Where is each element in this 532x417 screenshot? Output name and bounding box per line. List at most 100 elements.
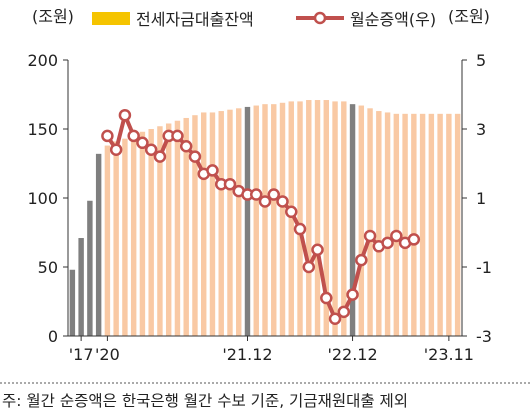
x-tick-label: '20 [95, 345, 120, 364]
line-point [390, 229, 403, 243]
right-tick-label: -3 [476, 327, 492, 346]
bar [253, 105, 259, 336]
legend-line-label: 월순증액(우) [350, 10, 436, 29]
bar [332, 101, 338, 337]
bar [209, 112, 216, 336]
bar [174, 120, 181, 336]
bar [349, 104, 356, 336]
bar [411, 113, 417, 336]
bar [341, 101, 347, 337]
bar [454, 113, 461, 336]
bar [69, 269, 76, 336]
bar [95, 153, 102, 336]
x-tick-label: '22.12 [327, 345, 377, 364]
bar [288, 101, 294, 337]
right-tick-label: 5 [476, 51, 486, 70]
right-axis-unit: (조원) [448, 7, 490, 26]
left-tick-label: 0 [48, 327, 58, 346]
bar [323, 100, 329, 337]
footnote: 주: 월간 순증액은 한국은행 월간 수보 기준, 기금재원대출 제외 [2, 392, 408, 410]
line-point [118, 108, 132, 122]
right-tick-label: 1 [476, 189, 486, 208]
line-point [267, 188, 281, 201]
labels-layer: 0 50 100 150 200 -3 -1 1 3 5 '17'20 '21.12 '22.12 '23… [27, 51, 492, 364]
bar [306, 100, 312, 337]
right-tick-label: -1 [476, 258, 492, 277]
line-point [188, 150, 202, 163]
bar [122, 138, 128, 336]
bar [384, 112, 391, 336]
line-point [249, 188, 263, 201]
axes-layer [63, 59, 467, 341]
line-point [355, 253, 368, 267]
left-axis-unit: (조원) [32, 7, 74, 26]
line-point [153, 150, 167, 163]
bar [297, 101, 303, 337]
line-point [302, 260, 316, 274]
bar [130, 134, 137, 336]
bar [393, 113, 400, 336]
bar [148, 129, 154, 336]
line-point [109, 143, 123, 156]
bar [183, 117, 189, 337]
line-point [144, 143, 158, 156]
line-point [407, 233, 421, 246]
bar [157, 126, 163, 337]
bar [139, 131, 146, 336]
line-point [223, 177, 237, 191]
left-tick-label: 200 [27, 51, 58, 70]
bar [314, 100, 321, 337]
bar [244, 106, 251, 336]
bar [279, 102, 286, 336]
legend-bar-swatch [92, 12, 130, 25]
line-point [381, 236, 394, 250]
line-point [276, 195, 289, 208]
line-point [179, 140, 193, 153]
line-point [328, 312, 342, 325]
line-point [337, 305, 351, 319]
bar [227, 109, 233, 337]
bar [271, 104, 277, 336]
line-point [206, 164, 219, 177]
line-point [127, 129, 140, 143]
bar [218, 111, 224, 336]
bar [262, 104, 268, 336]
line-point [285, 205, 298, 219]
bar [87, 200, 93, 336]
line-point [293, 222, 307, 236]
bar [201, 112, 207, 336]
bar [104, 145, 111, 336]
line-layer [101, 108, 421, 325]
left-tick-label: 100 [27, 189, 58, 208]
legend-line-marker [313, 11, 327, 25]
line-point [101, 129, 114, 143]
line-point [363, 229, 377, 243]
bars-layer [69, 100, 461, 337]
bar [165, 123, 172, 336]
bar [419, 113, 426, 336]
bar [376, 111, 382, 336]
bar [78, 238, 84, 336]
line-point [320, 291, 333, 305]
left-tick-label: 150 [27, 120, 58, 139]
bar [192, 115, 198, 336]
bar [358, 105, 365, 336]
line-point [258, 195, 272, 208]
bar [428, 113, 435, 336]
line-point [136, 136, 149, 150]
line-point [171, 129, 184, 143]
bar [367, 108, 373, 336]
bar [402, 113, 408, 336]
legend-bar-label: 전세자금대출잔액 [136, 10, 254, 29]
bar [446, 113, 452, 336]
x-tick-label: '23.11 [424, 345, 474, 364]
bar [437, 113, 443, 336]
x-tick-label: '17 [69, 345, 94, 364]
bar [113, 141, 119, 336]
bar [236, 108, 242, 336]
line-point [311, 243, 324, 256]
x-tick-label: '21.12 [222, 345, 272, 364]
right-tick-label: 3 [476, 120, 486, 139]
line-point [346, 288, 359, 301]
